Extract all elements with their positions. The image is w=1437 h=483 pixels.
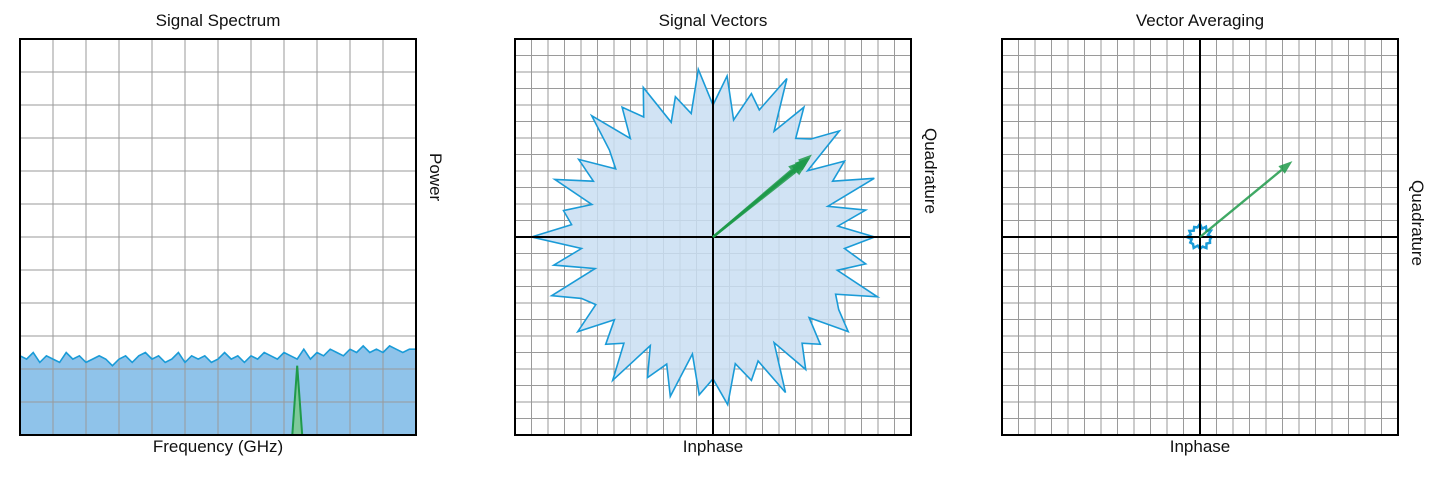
signal-spectrum-ylabel: Power — [426, 153, 445, 202]
vector-averaging-chart — [1001, 38, 1399, 436]
spectrum-frame — [19, 38, 417, 436]
vector-averaging-ylabel: Quadrature — [1408, 180, 1427, 266]
signal-vectors-title: Signal Vectors — [658, 11, 768, 30]
signal-spectrum-chart — [19, 38, 417, 436]
signal-vectors-vector-shaft — [712, 170, 797, 238]
vector-averaging-title: Vector Averaging — [1135, 11, 1265, 30]
signal-spectrum-xlabel: Frequency (GHz) — [152, 437, 284, 456]
signal-vectors-ylabel: Quadrature — [921, 128, 940, 214]
noise-floor-line — [19, 344, 416, 367]
signal-vectors-chart — [514, 38, 912, 436]
vector-averaging-frame — [1001, 38, 1399, 436]
signal-vectors-vector-head — [793, 162, 807, 176]
vector-averaging-vector-head — [1278, 161, 1293, 174]
vector-averaging-vector-arrow — [1199, 161, 1293, 238]
signal-vectors-frame — [514, 38, 912, 436]
signal-spectrum-title: Signal Spectrum — [155, 11, 281, 30]
vector-averaging-vector-shaft — [1199, 169, 1283, 238]
signal-vectors-xlabel: Inphase — [682, 437, 744, 456]
vector-averaging-xlabel: Inphase — [1169, 437, 1231, 456]
signal-vectors-vector-arrow — [712, 162, 807, 238]
